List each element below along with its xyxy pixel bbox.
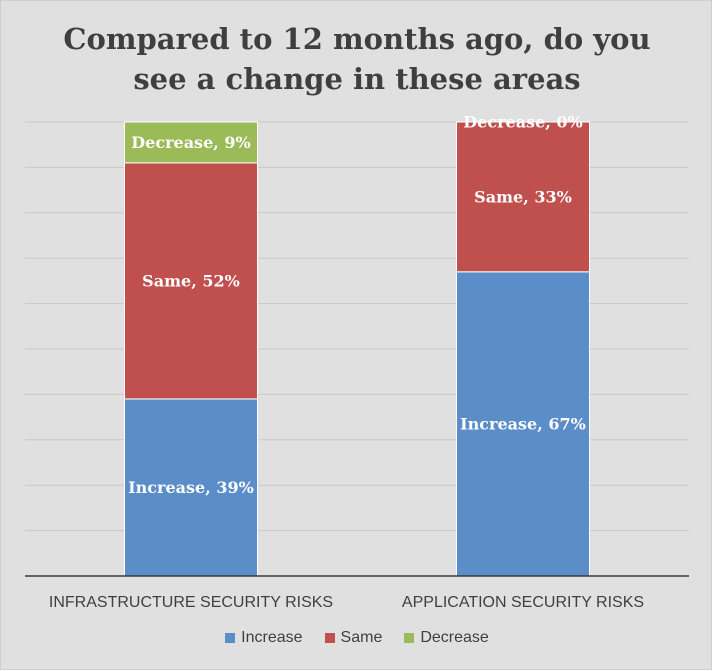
category-label: INFRASTRUCTURE SECURITY RISKS xyxy=(49,594,333,611)
category-labels: INFRASTRUCTURE SECURITY RISKS APPLICATION… xyxy=(49,594,644,611)
category-label: APPLICATION SECURITY RISKS xyxy=(402,594,644,611)
data-label: Increase, 39% xyxy=(128,478,254,497)
bar-segment-same xyxy=(456,121,590,273)
legend-item-same: Same xyxy=(324,629,383,647)
data-label: Decrease, 0% xyxy=(463,113,582,132)
legend: Increase Same Decrease xyxy=(1,629,712,647)
chart-title: Compared to 12 months ago, do you see a … xyxy=(63,22,651,96)
bar-segment-decrease xyxy=(124,121,258,164)
legend-label: Same xyxy=(340,629,383,646)
legend-item-increase: Increase xyxy=(225,629,303,647)
bar-segment-increase xyxy=(456,271,590,577)
legend-swatch xyxy=(225,633,236,643)
bar-segment-same xyxy=(124,162,258,400)
data-label: Decrease, 9% xyxy=(131,133,250,152)
data-label: Increase, 67% xyxy=(460,414,586,433)
data-label: Same, 33% xyxy=(474,187,572,206)
legend-swatch xyxy=(324,633,335,643)
legend-label: Decrease xyxy=(420,629,489,646)
bar-segment-increase xyxy=(124,398,258,577)
bars xyxy=(124,121,590,577)
legend-item-decrease: Decrease xyxy=(404,629,489,647)
data-label: Same, 52% xyxy=(142,271,240,290)
legend-label: Increase xyxy=(241,629,303,646)
legend-swatch xyxy=(404,633,415,643)
data-labels: Increase, 39% Same, 52% Decrease, 9% Increa… xyxy=(128,113,586,497)
